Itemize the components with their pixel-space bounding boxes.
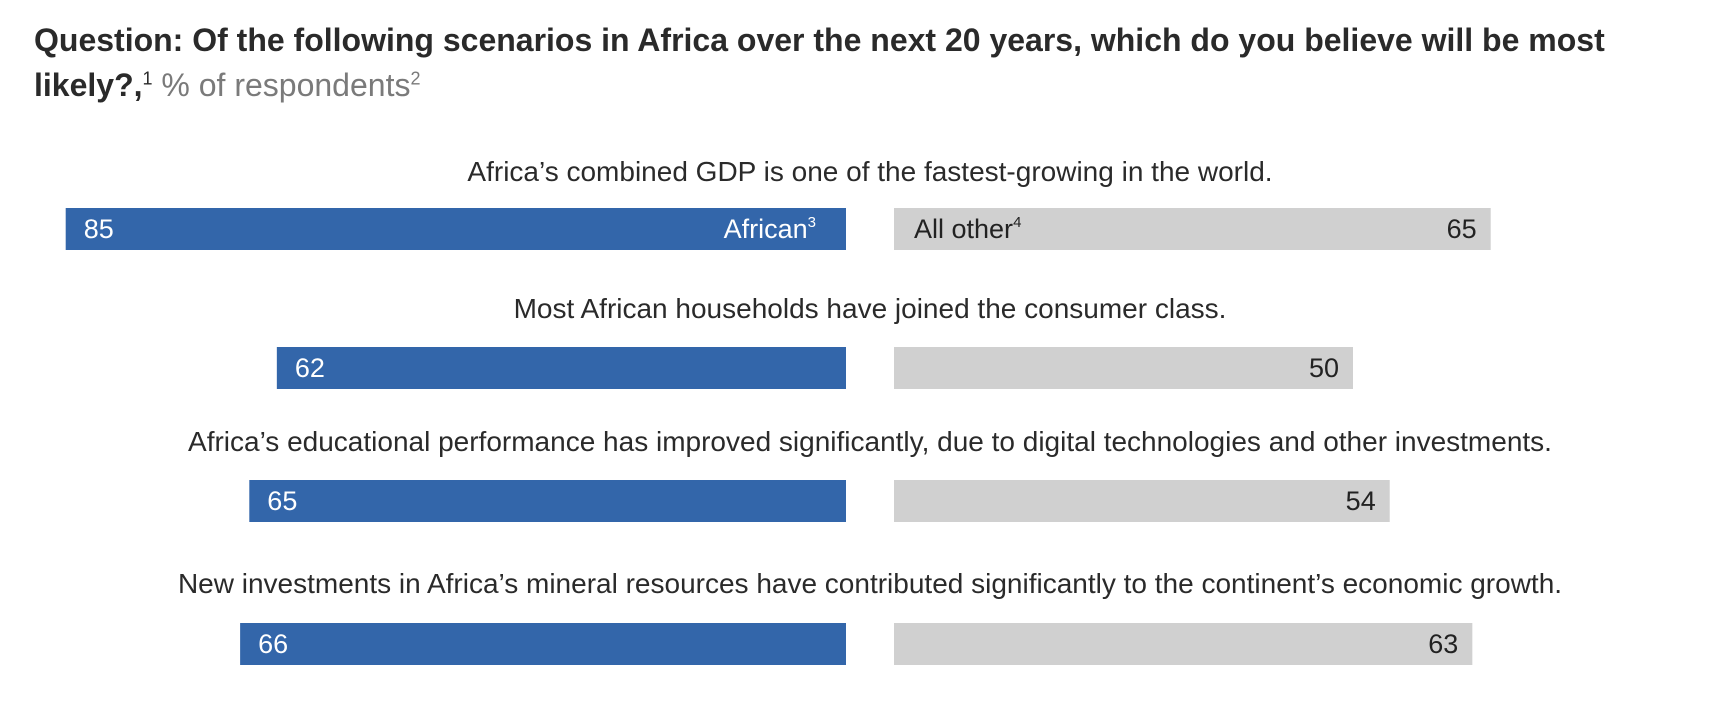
- value-label-all-other: 50: [1309, 353, 1339, 383]
- legend-african: African3: [724, 214, 816, 244]
- unit-label-text: % of respondents: [161, 67, 411, 103]
- unit-label: % of respondents2: [161, 67, 420, 103]
- bar-african: [249, 480, 847, 522]
- bar-all-other: [894, 623, 1473, 665]
- category-label: Most African households have joined the …: [514, 293, 1227, 324]
- category-label: New investments in Africa’s mineral reso…: [178, 568, 1562, 599]
- legend-african-name: African: [724, 214, 808, 244]
- legend-all-other: All other4: [914, 214, 1021, 244]
- bar-african: [240, 623, 846, 665]
- bar-african: [65, 208, 846, 250]
- question-footnote: 1: [142, 68, 153, 89]
- legend-all-other-name: All other: [914, 214, 1013, 244]
- value-label-african: 66: [258, 629, 288, 659]
- value-label-african: 85: [84, 214, 114, 244]
- value-label-all-other: 65: [1447, 214, 1477, 244]
- category-label: Africa’s combined GDP is one of the fast…: [467, 156, 1272, 187]
- bar-african: [276, 347, 847, 389]
- chart-title: Question: Of the following scenarios in …: [34, 18, 1674, 108]
- unit-footnote: 2: [410, 68, 421, 89]
- value-label-all-other: 54: [1346, 486, 1376, 516]
- value-label-african: 62: [295, 353, 325, 383]
- value-label-all-other: 63: [1428, 629, 1458, 659]
- bar-all-other: [894, 208, 1491, 250]
- value-label-african: 65: [267, 486, 297, 516]
- question-label: Question: Of the following scenarios in …: [34, 22, 1605, 103]
- category-label: Africa’s educational performance has imp…: [188, 426, 1552, 457]
- legend-african-footnote: 3: [808, 214, 816, 231]
- bar-all-other: [894, 480, 1390, 522]
- legend-all-other-footnote: 4: [1013, 214, 1021, 231]
- bar-all-other: [894, 347, 1353, 389]
